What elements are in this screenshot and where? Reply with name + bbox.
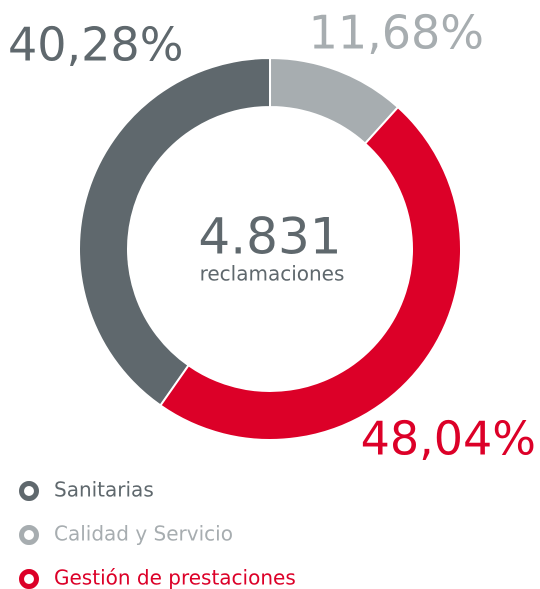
donut-segment	[159, 105, 462, 441]
legend-marker	[19, 569, 39, 589]
value-label: 11,68%	[309, 6, 484, 60]
legend-marker	[19, 481, 39, 501]
legend-label: Sanitarias	[54, 478, 154, 502]
donut-segment	[78, 56, 272, 407]
center-total: 4.831	[198, 208, 341, 266]
value-label: 48,04%	[361, 412, 536, 466]
legend-marker	[19, 525, 39, 545]
legend-label: Calidad y Servicio	[54, 522, 233, 546]
value-label: 40,28%	[8, 18, 183, 72]
legend-label: Gestión de prestaciones	[54, 566, 296, 589]
center-caption: reclamaciones	[200, 262, 345, 286]
